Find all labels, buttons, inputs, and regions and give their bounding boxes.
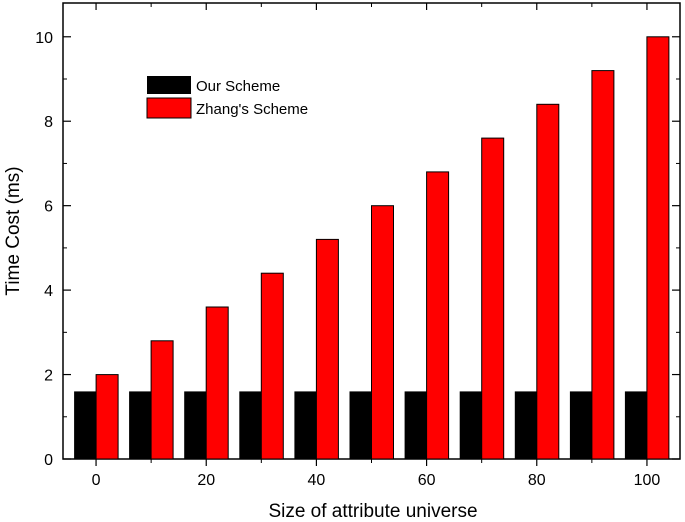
x-axis-title: Size of attribute universe [268,501,477,522]
y-tick-label-4: 4 [44,283,53,300]
bar-zhang-s-scheme-60 [426,171,450,460]
bar-zhang-s-scheme-70 [481,137,505,460]
y-tick-label-2: 2 [44,368,53,385]
bar-zhang-s-scheme-0 [95,374,119,460]
bar-our-scheme-30 [239,391,262,459]
legend-label-our-scheme: Our Scheme [196,78,280,95]
x-tick-label-20: 20 [197,472,215,489]
bar-our-scheme-70 [459,391,482,459]
y-tick-label-0: 0 [44,452,53,469]
legend-label-zhangs-scheme: Zhang's Scheme [196,101,308,118]
legend-swatch-zhangs-scheme [146,97,192,119]
bar-zhang-s-scheme-10 [150,340,174,460]
bar-zhang-s-scheme-40 [315,238,339,460]
bar-zhang-s-scheme-100 [646,36,670,460]
bar-our-scheme-20 [184,391,207,459]
bar-zhang-s-scheme-90 [591,70,615,460]
bar-zhang-s-scheme-30 [260,272,284,460]
x-tick-label-80: 80 [528,472,546,489]
bar-our-scheme-50 [349,391,372,459]
y-tick-label-8: 8 [44,114,53,131]
y-tick-label-6: 6 [44,199,53,216]
x-tick-label-0: 0 [92,472,101,489]
y-tick-label-10: 10 [35,30,53,47]
bar-our-scheme-80 [514,391,537,459]
bars-group [74,36,670,460]
bar-our-scheme-10 [129,391,152,459]
bar-zhang-s-scheme-50 [371,205,394,460]
bar-our-scheme-0 [74,391,97,459]
bar-zhang-s-scheme-80 [536,103,560,460]
bar-our-scheme-90 [569,391,592,459]
y-axis-title: Time Cost (ms) [3,166,24,295]
legend: Our Scheme Zhang's Scheme [146,76,308,119]
bar-our-scheme-100 [624,391,647,459]
x-tick-label-100: 100 [634,472,661,489]
bar-our-scheme-40 [294,391,317,459]
x-tick-label-60: 60 [418,472,436,489]
bar-zhang-s-scheme-20 [205,306,229,460]
x-tick-label-40: 40 [308,472,326,489]
legend-swatch-our-scheme [147,76,191,94]
bar-our-scheme-60 [404,391,427,459]
